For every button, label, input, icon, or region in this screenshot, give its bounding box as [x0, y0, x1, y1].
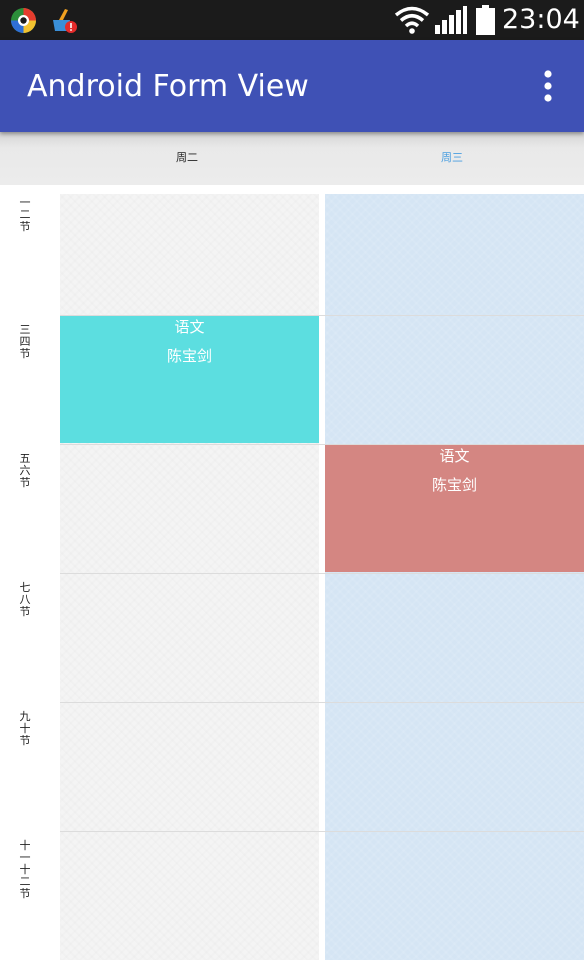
- section-label-9-10: 九十节: [19, 710, 31, 747]
- section-label-1-2: 一二节: [19, 196, 31, 233]
- course-card[interactable]: 语文 陈宝剑: [325, 445, 584, 572]
- app-bar: Android Form View: [0, 40, 584, 132]
- course-card[interactable]: 语文 陈宝剑: [60, 316, 319, 443]
- cleaner-app-icon: [53, 9, 77, 33]
- row-divider: [60, 315, 584, 316]
- battery-icon: [476, 5, 495, 35]
- section-label-11-12: 十一十二节: [19, 839, 31, 900]
- wifi-icon: [394, 6, 430, 34]
- section-label-3-4: 三四节: [19, 323, 31, 360]
- week-header: 周二 周三: [0, 132, 584, 185]
- app-launcher-icon: [11, 8, 36, 33]
- row-divider: [60, 573, 584, 574]
- app-title: Android Form View: [27, 69, 309, 104]
- signal-icon: [435, 6, 467, 34]
- course-teacher: 陈宝剑: [431, 476, 477, 494]
- column-wednesday[interactable]: [325, 194, 584, 960]
- row-divider: [60, 444, 584, 445]
- section-label-5-6: 五六节: [19, 452, 31, 489]
- day-header-wednesday[interactable]: 周三: [441, 151, 463, 164]
- column-tuesday[interactable]: [60, 194, 319, 960]
- day-header-tuesday[interactable]: 周二: [176, 151, 198, 164]
- row-divider: [60, 702, 584, 703]
- course-name: 语文: [174, 318, 205, 336]
- overflow-menu-icon[interactable]: [532, 68, 564, 104]
- status-bar: 23:04: [0, 0, 584, 40]
- status-time: 23:04: [502, 4, 580, 35]
- course-name: 语文: [439, 447, 470, 465]
- section-label-7-8: 七八节: [19, 581, 31, 618]
- row-divider: [60, 831, 584, 832]
- course-teacher: 陈宝剑: [166, 347, 212, 365]
